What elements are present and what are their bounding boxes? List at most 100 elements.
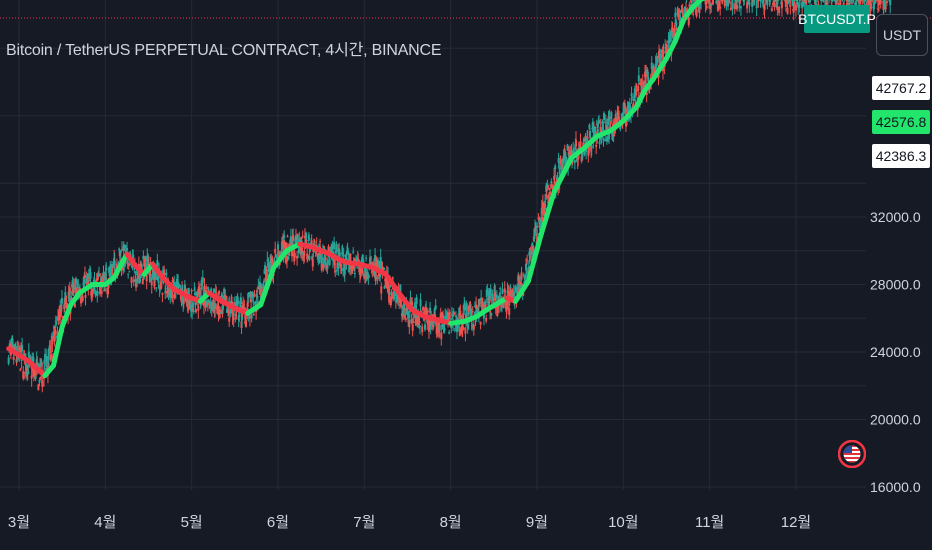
candle-body xyxy=(441,314,444,318)
candle-body xyxy=(553,182,556,185)
candle-body xyxy=(132,279,135,282)
price-axis[interactable]: 16000.0 20000.0 24000.0 28000.0 32000.0 xyxy=(870,209,921,495)
currency-button[interactable]: USDT xyxy=(876,14,928,56)
candle-body xyxy=(40,359,43,367)
candle-body xyxy=(385,279,388,286)
candle-body xyxy=(461,324,464,331)
candle-body xyxy=(468,305,471,308)
x-tick-label: 4월 xyxy=(94,514,116,531)
candle-body xyxy=(824,0,827,4)
candle-body xyxy=(488,296,491,303)
candle-body xyxy=(357,258,360,261)
candle-body xyxy=(554,165,557,170)
candle-body xyxy=(16,347,19,349)
candle-body xyxy=(333,259,336,266)
candle-body xyxy=(360,269,363,271)
candle-body xyxy=(575,156,578,159)
candle-body xyxy=(656,56,659,58)
candle-body xyxy=(141,279,144,285)
candle-body xyxy=(644,81,647,88)
candle-body xyxy=(346,247,349,252)
candle-body xyxy=(263,269,266,275)
candle-body xyxy=(601,121,604,124)
candle-body xyxy=(415,313,418,321)
candle-body xyxy=(591,122,594,129)
candle-body xyxy=(73,285,76,287)
ma-segment xyxy=(620,104,639,124)
candle-body xyxy=(573,159,576,164)
candle-body xyxy=(867,0,870,5)
candle-body xyxy=(303,235,306,238)
candle-body xyxy=(557,158,560,163)
candle-body xyxy=(149,274,152,277)
candle-body xyxy=(347,250,350,255)
candle-body xyxy=(494,291,497,297)
candle-body xyxy=(70,297,73,301)
ma-segment xyxy=(6,346,31,363)
candle-body xyxy=(204,300,207,309)
candle-body xyxy=(517,280,520,285)
candle-body xyxy=(83,279,86,284)
candle-body xyxy=(60,298,63,304)
candle-body xyxy=(367,275,370,278)
candle-body xyxy=(236,296,239,303)
candle-body xyxy=(251,292,254,299)
candle-body xyxy=(7,357,10,364)
candle-body xyxy=(65,300,68,302)
us-flag-icon[interactable] xyxy=(838,440,866,468)
candle-body xyxy=(326,261,329,263)
candle-body xyxy=(682,12,685,14)
candle-body xyxy=(525,263,528,271)
candle-body xyxy=(759,0,762,2)
candle-body xyxy=(479,322,482,325)
candle-body xyxy=(234,313,237,317)
candle-body xyxy=(59,306,62,313)
candle-body xyxy=(665,49,668,52)
candle-body xyxy=(746,1,749,9)
candle-body xyxy=(866,0,869,3)
candle-body xyxy=(138,277,141,280)
candle-body xyxy=(874,0,877,2)
candle-body xyxy=(506,290,509,294)
candle-body xyxy=(486,288,489,295)
candle-body xyxy=(413,302,416,308)
candle-body xyxy=(340,269,343,271)
candle-body xyxy=(34,375,37,380)
candle-body xyxy=(144,256,147,259)
candle-body xyxy=(645,91,648,96)
candle-body xyxy=(210,305,213,310)
candle-body xyxy=(234,302,237,308)
candle-body xyxy=(489,311,492,313)
candle-body xyxy=(570,150,573,159)
x-tick-label: 5월 xyxy=(181,514,203,531)
candle-body xyxy=(540,207,543,214)
candle-body xyxy=(661,66,664,72)
candle-body xyxy=(622,103,625,109)
candle-body xyxy=(551,184,554,190)
candle-body xyxy=(107,283,110,288)
candle-body xyxy=(306,254,309,260)
time-axis[interactable]: 3월 4월 5월 6월 7월 8월 9월 10월 11월 12월 xyxy=(8,514,811,531)
candle-body xyxy=(788,0,791,3)
candle-body xyxy=(76,290,79,293)
candle-body xyxy=(331,245,334,249)
candle-body xyxy=(524,277,527,279)
candle-body xyxy=(333,241,336,250)
candle-body xyxy=(389,298,392,305)
candle-body xyxy=(26,371,29,376)
candle-body xyxy=(573,151,576,154)
candle-body xyxy=(847,0,850,3)
price-label-current: 42576.8 xyxy=(872,110,930,134)
candle-body xyxy=(337,250,340,252)
candle-body xyxy=(253,294,256,297)
candle-body xyxy=(256,290,259,293)
candle-body xyxy=(690,4,693,6)
candle-body xyxy=(793,1,796,7)
candle-body xyxy=(536,226,539,228)
candle-body xyxy=(173,294,176,299)
candle-body xyxy=(133,268,136,270)
candle-body xyxy=(132,254,135,259)
candle-body xyxy=(380,261,383,269)
candle-body xyxy=(150,281,153,286)
